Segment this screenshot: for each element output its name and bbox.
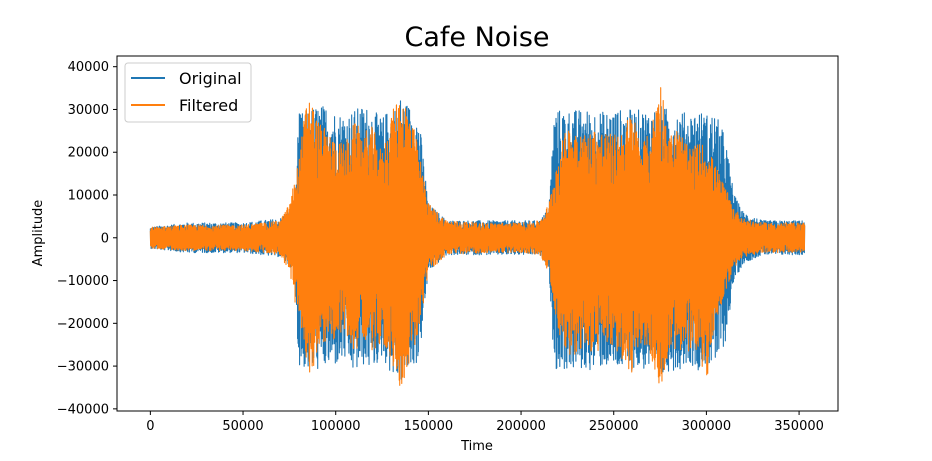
- y-tick-label: −20000: [57, 317, 109, 332]
- series-line-filtered: [149, 87, 806, 386]
- y-tick-label: 20000: [68, 146, 109, 161]
- x-tick-label: 250000: [589, 419, 639, 434]
- x-tick-label: 50000: [222, 419, 263, 434]
- legend-label-filtered: Filtered: [179, 96, 238, 115]
- x-axis: 0 50000 100000 150000 200000 250000 300000 3500…: [146, 411, 824, 434]
- y-tick-label: −30000: [57, 360, 109, 375]
- x-tick-label: 100000: [311, 419, 361, 434]
- y-axis-label: Amplitude: [31, 200, 46, 267]
- x-tick-label: 150000: [404, 419, 454, 434]
- chart-title: Cafe Noise: [405, 22, 550, 53]
- y-tick-label: 40000: [68, 60, 109, 75]
- x-tick-label: 0: [146, 419, 154, 434]
- x-tick-label: 350000: [774, 419, 824, 434]
- legend-label-original: Original: [179, 69, 242, 88]
- y-tick-label: −10000: [57, 274, 109, 289]
- y-axis: −40000 −30000 −20000 −10000 0 10000 20000 30000…: [57, 60, 117, 417]
- y-tick-label: 0: [101, 231, 109, 246]
- y-tick-label: 10000: [68, 189, 109, 204]
- y-tick-label: 30000: [68, 103, 109, 118]
- legend: Original Filtered: [124, 62, 252, 123]
- x-axis-label: Time: [460, 439, 493, 454]
- x-tick-label: 300000: [682, 419, 732, 434]
- x-tick-label: 200000: [496, 419, 546, 434]
- plot-frame: [116, 55, 839, 412]
- plot-area: [149, 87, 806, 386]
- y-tick-label: −40000: [57, 402, 109, 417]
